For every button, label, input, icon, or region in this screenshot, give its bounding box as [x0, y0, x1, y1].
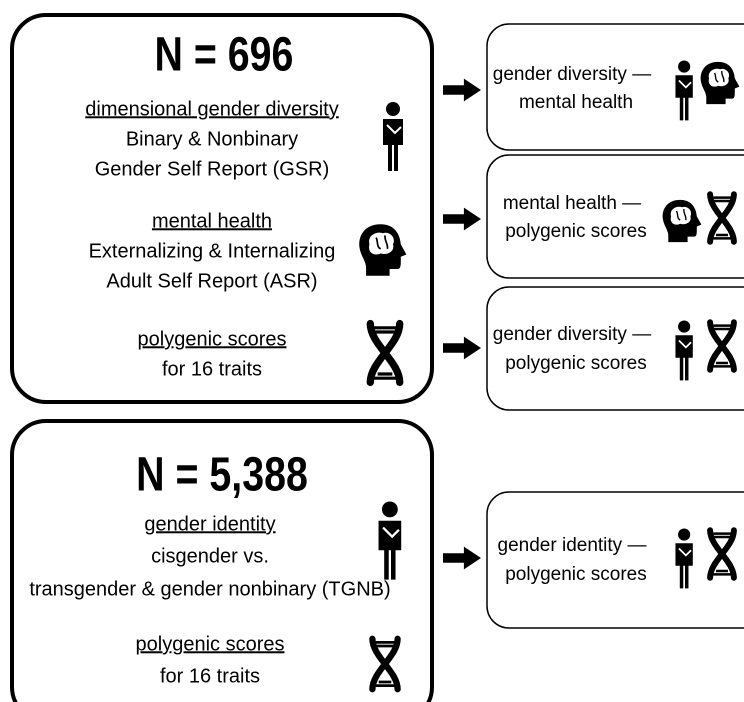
measure-detail: for 16 traits [160, 665, 260, 687]
measure-title: polygenic scores [138, 328, 287, 350]
measure-title: gender identity [144, 513, 275, 535]
person-icon [674, 319, 694, 382]
analysis-label: gender identity — [498, 535, 647, 556]
arrow [443, 546, 481, 570]
measure-detail: Gender Self Report (GSR) [95, 158, 330, 180]
analysis-label: polygenic scores [505, 564, 647, 585]
measure-detail: Binary & Nonbinary [126, 128, 298, 150]
dna-icon [370, 324, 399, 383]
measure-detail: transgender & gender nonbinary (TGNB) [29, 578, 390, 600]
head-icon [661, 199, 703, 243]
person-icon [674, 527, 694, 590]
measure-title: dimensional gender diversity [85, 98, 338, 120]
analysis-label: mental health — [503, 193, 641, 214]
sample-size: N = 696 [155, 28, 294, 82]
analysis-box [486, 491, 744, 629]
analysis-box [486, 286, 744, 411]
analysis-label: gender diversity — [493, 324, 651, 345]
measure-detail: Externalizing & Internalizing [89, 240, 336, 262]
measure-title: polygenic scores [136, 633, 285, 655]
cohort-box [10, 13, 434, 404]
dna-icon [710, 322, 734, 370]
head-icon [699, 61, 741, 105]
arrow [443, 336, 481, 360]
measure-detail: Adult Self Report (ASR) [106, 270, 317, 292]
dna-icon [372, 639, 397, 689]
analysis-label: polygenic scores [505, 221, 647, 242]
measure-detail: cisgender vs. [151, 545, 269, 567]
analysis-label: gender diversity — [493, 64, 651, 85]
arrow [443, 207, 481, 231]
measure-detail: for 16 traits [162, 358, 262, 380]
person-icon [381, 100, 405, 173]
person-icon [674, 59, 694, 122]
head-icon [358, 223, 408, 277]
analysis-box [486, 154, 744, 279]
dna-icon [710, 530, 734, 578]
analysis-box [486, 23, 744, 151]
cohort-box [10, 419, 434, 702]
measure-title: mental health [152, 210, 272, 232]
person-icon [377, 500, 403, 580]
analysis-label: polygenic scores [505, 353, 647, 374]
sample-size: N = 5,388 [136, 448, 308, 502]
arrow [443, 78, 481, 102]
analysis-label: mental health [519, 92, 633, 113]
dna-icon [710, 194, 734, 242]
